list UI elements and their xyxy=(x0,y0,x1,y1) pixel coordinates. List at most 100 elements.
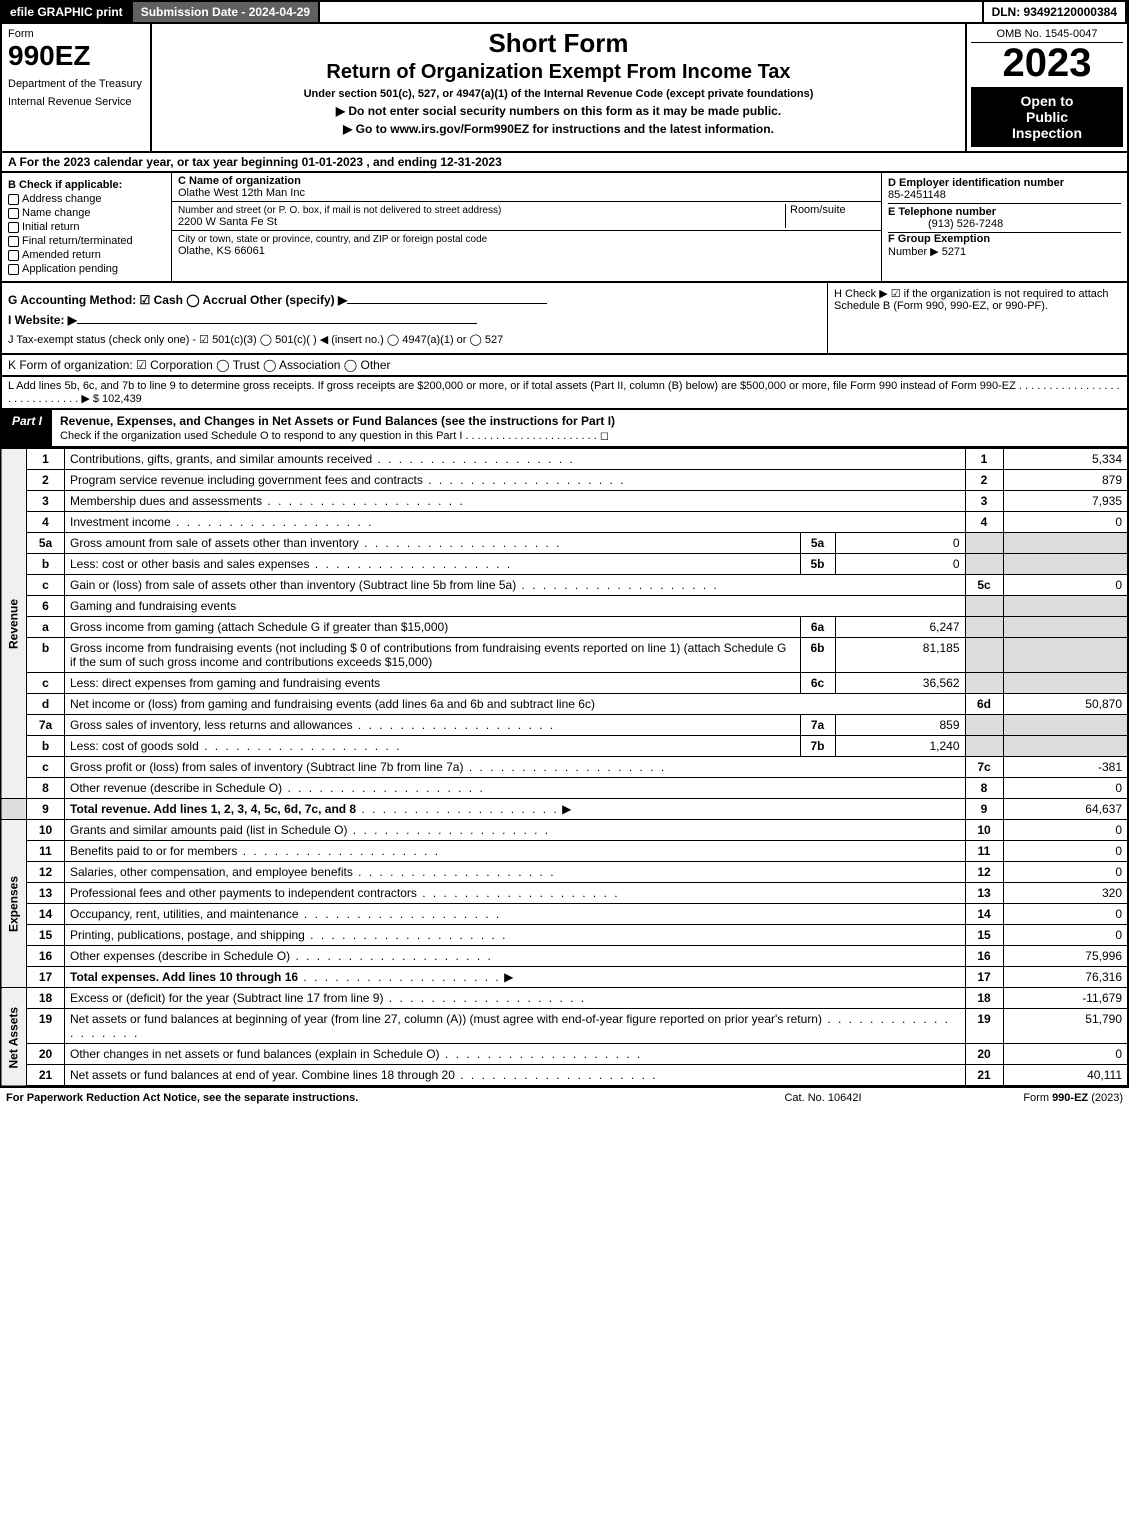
block-ghij: G Accounting Method: ☑ Cash ◯ Accrual Ot… xyxy=(0,283,1129,355)
ssn-warning: ▶ Do not enter social security numbers o… xyxy=(160,104,957,118)
l5c-val: 0 xyxy=(1003,575,1128,596)
l6a-val: 6,247 xyxy=(835,617,965,638)
submission-date: Submission Date - 2024-04-29 xyxy=(133,2,320,22)
row-a: A For the 2023 calendar year, or tax yea… xyxy=(0,153,1129,173)
col-c: C Name of organizationOlathe West 12th M… xyxy=(172,173,882,281)
l8-val: 0 xyxy=(1003,778,1128,799)
l6a-desc: Gross income from gaming (attach Schedul… xyxy=(70,620,448,634)
city-label: City or town, state or province, country… xyxy=(178,234,487,245)
part1-header: Part I Revenue, Expenses, and Changes in… xyxy=(0,410,1129,448)
city: Olathe, KS 66061 xyxy=(178,245,265,257)
l18-val: -11,679 xyxy=(1003,988,1128,1009)
l1-val: 5,334 xyxy=(1003,449,1128,470)
l16-desc: Other expenses (describe in Schedule O) xyxy=(70,949,290,963)
chk-amended[interactable] xyxy=(8,250,19,261)
efile-print[interactable]: efile GRAPHIC print xyxy=(2,2,133,22)
chk-name[interactable] xyxy=(8,208,19,219)
row-j: J Tax-exempt status (check only one) - ☑… xyxy=(8,333,821,346)
part1-check: Check if the organization used Schedule … xyxy=(60,430,609,442)
l4-val: 0 xyxy=(1003,512,1128,533)
form-number: 990EZ xyxy=(8,40,144,72)
chk-address[interactable] xyxy=(8,194,19,205)
l6c-val: 36,562 xyxy=(835,673,965,694)
l7c-val: -381 xyxy=(1003,757,1128,778)
open-line1: Open to xyxy=(975,93,1119,109)
l19-desc: Net assets or fund balances at beginning… xyxy=(70,1012,822,1026)
side-net: Net Assets xyxy=(1,988,27,1087)
l11-val: 0 xyxy=(1003,841,1128,862)
l12-val: 0 xyxy=(1003,862,1128,883)
l6c-desc: Less: direct expenses from gaming and fu… xyxy=(70,676,380,690)
return-title: Return of Organization Exempt From Incom… xyxy=(160,61,957,84)
l7c-desc: Gross profit or (loss) from sales of inv… xyxy=(70,760,463,774)
l1-desc: Contributions, gifts, grants, and simila… xyxy=(70,452,372,466)
l5b-desc: Less: cost or other basis and sales expe… xyxy=(70,557,309,571)
footer-left: For Paperwork Reduction Act Notice, see … xyxy=(6,1092,723,1104)
side-revenue: Revenue xyxy=(1,449,27,799)
open-inspection: Open to Public Inspection xyxy=(971,87,1123,147)
row-k: K Form of organization: ☑ Corporation ◯ … xyxy=(0,355,1129,377)
chk-pending[interactable] xyxy=(8,264,19,275)
dln: DLN: 93492120000384 xyxy=(984,2,1127,22)
b-pending: Application pending xyxy=(22,263,118,275)
b-address: Address change xyxy=(22,193,102,205)
l7a-desc: Gross sales of inventory, less returns a… xyxy=(70,718,353,732)
l7b-val: 1,240 xyxy=(835,736,965,757)
b-amended: Amended return xyxy=(22,249,101,261)
part1-tab: Part I xyxy=(2,410,52,446)
l20-desc: Other changes in net assets or fund bala… xyxy=(70,1047,440,1061)
l3-desc: Membership dues and assessments xyxy=(70,494,262,508)
col-b: B Check if applicable: Address change Na… xyxy=(2,173,172,281)
l21-val: 40,111 xyxy=(1003,1065,1128,1087)
group-label: F Group Exemption xyxy=(888,233,990,245)
c-name-label: C Name of organization xyxy=(178,175,301,187)
col-d: D Employer identification number85-24511… xyxy=(882,173,1127,281)
l17-desc: Total expenses. Add lines 10 through 16 xyxy=(70,970,298,984)
under-section: Under section 501(c), 527, or 4947(a)(1)… xyxy=(160,88,957,100)
b-final: Final return/terminated xyxy=(22,235,133,247)
form-header: Form 990EZ Department of the Treasury In… xyxy=(0,24,1129,153)
l15-val: 0 xyxy=(1003,925,1128,946)
goto-link[interactable]: ▶ Go to www.irs.gov/Form990EZ for instru… xyxy=(160,122,957,136)
footer-cat: Cat. No. 10642I xyxy=(723,1092,923,1104)
b-initial: Initial return xyxy=(22,221,79,233)
l10-desc: Grants and similar amounts paid (list in… xyxy=(70,823,347,837)
l13-val: 320 xyxy=(1003,883,1128,904)
side-expenses: Expenses xyxy=(1,820,27,988)
l6d-val: 50,870 xyxy=(1003,694,1128,715)
header-mid: Short Form Return of Organization Exempt… xyxy=(152,24,967,151)
chk-initial[interactable] xyxy=(8,222,19,233)
l5a-val: 0 xyxy=(835,533,965,554)
street-label: Number and street (or P. O. box, if mail… xyxy=(178,205,501,216)
ein: 85-2451148 xyxy=(888,189,946,201)
dept-treasury: Department of the Treasury xyxy=(8,78,144,90)
row-h: H Check ▶ ☑ if the organization is not r… xyxy=(827,283,1127,353)
l20-val: 0 xyxy=(1003,1044,1128,1065)
l4-desc: Investment income xyxy=(70,515,171,529)
l14-desc: Occupancy, rent, utilities, and maintena… xyxy=(70,907,299,921)
l9-val: 64,637 xyxy=(1003,799,1128,820)
group-number: Number ▶ 5271 xyxy=(888,246,966,258)
l12-desc: Salaries, other compensation, and employ… xyxy=(70,865,353,879)
street: 2200 W Santa Fe St xyxy=(178,216,277,228)
row-i: I Website: ▶ xyxy=(8,313,77,327)
chk-final[interactable] xyxy=(8,236,19,247)
open-line3: Inspection xyxy=(975,125,1119,141)
lines-table: Revenue 1Contributions, gifts, grants, a… xyxy=(0,448,1129,1087)
l7b-desc: Less: cost of goods sold xyxy=(70,739,199,753)
g-blank xyxy=(347,303,547,304)
spacer xyxy=(320,2,983,22)
l6b-desc: Gross income from fundraising events (no… xyxy=(70,641,786,669)
l3-val: 7,935 xyxy=(1003,491,1128,512)
l6-desc: Gaming and fundraising events xyxy=(65,596,966,617)
l2-val: 879 xyxy=(1003,470,1128,491)
form-label: Form xyxy=(8,28,144,40)
l11-desc: Benefits paid to or for members xyxy=(70,844,237,858)
l16-val: 75,996 xyxy=(1003,946,1128,967)
b-title: B Check if applicable: xyxy=(8,179,122,191)
irs-label: Internal Revenue Service xyxy=(8,96,144,108)
top-bar: efile GRAPHIC print Submission Date - 20… xyxy=(0,0,1129,24)
l8-desc: Other revenue (describe in Schedule O) xyxy=(70,781,282,795)
telephone: (913) 526-7248 xyxy=(888,218,1003,230)
short-form-title: Short Form xyxy=(160,28,957,59)
